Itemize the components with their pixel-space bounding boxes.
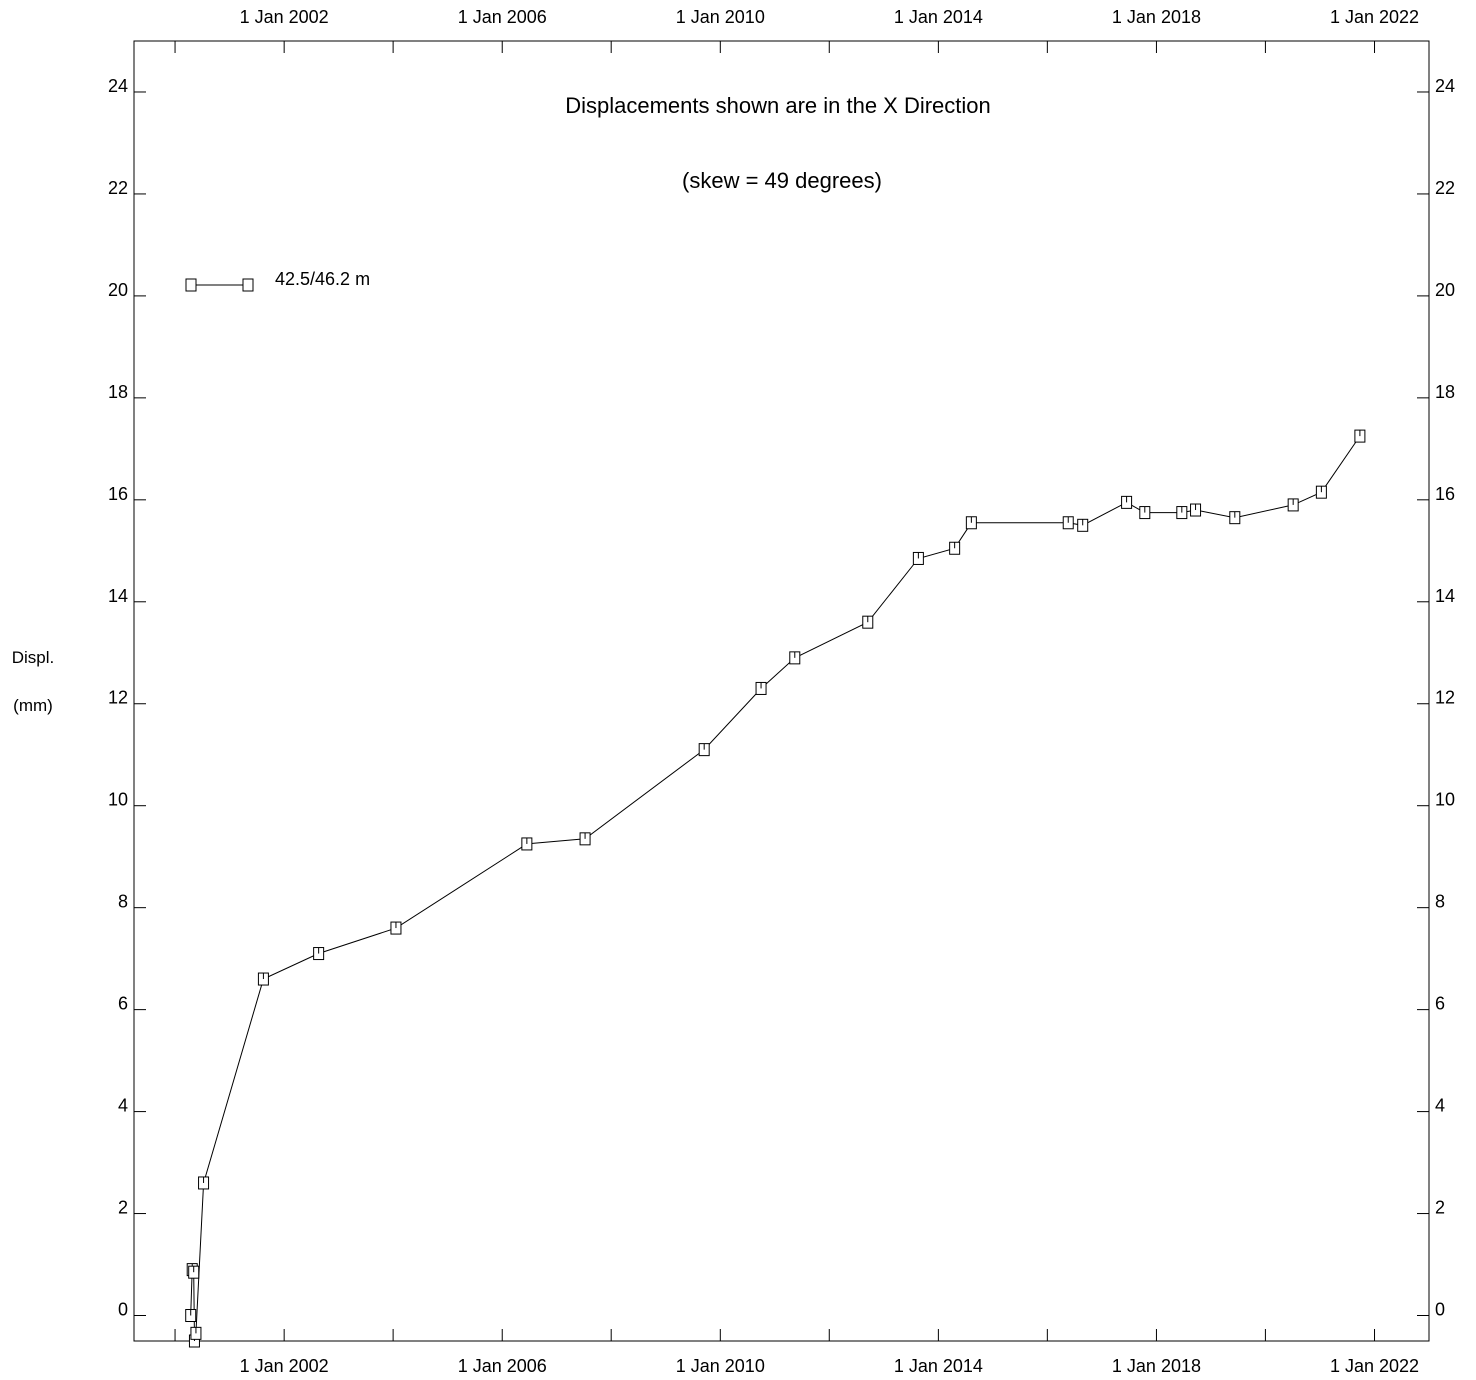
y-tick-label-left-6: 12 (108, 688, 128, 708)
y-tick-label-right-3: 6 (1435, 994, 1445, 1014)
y-tick-label-left-1: 2 (118, 1198, 128, 1218)
y-tick-label-left-11: 22 (108, 178, 128, 198)
y-axis-label-line1: Displ. (12, 648, 55, 667)
y-axis-label-line2: (mm) (13, 696, 53, 715)
y-tick-label-right-5: 10 (1435, 790, 1455, 810)
x-tick-label-bottom-2: 1 Jan 2010 (676, 1356, 765, 1376)
y-tick-label-right-0: 0 (1435, 1300, 1445, 1320)
x-tick-label-top-5: 1 Jan 2022 (1330, 7, 1419, 27)
x-tick-label-top-1: 1 Jan 2006 (458, 7, 547, 27)
legend-marker-left (185, 278, 197, 292)
legend-label: 42.5/46.2 m (275, 269, 370, 289)
y-tick-label-left-3: 6 (118, 994, 128, 1014)
axis-ticks (134, 41, 1429, 1341)
series-line (190, 435, 1361, 1342)
y-tick-label-right-9: 18 (1435, 382, 1455, 402)
y-tick-label-right-1: 2 (1435, 1198, 1445, 1218)
series-markers (185, 429, 1366, 1348)
y-tick-label-left-0: 0 (118, 1300, 128, 1320)
x-tick-label-bottom-5: 1 Jan 2022 (1330, 1356, 1419, 1376)
y-tick-label-left-10: 20 (108, 280, 128, 300)
x-tick-label-bottom-1: 1 Jan 2006 (458, 1356, 547, 1376)
x-tick-label-bottom-4: 1 Jan 2018 (1112, 1356, 1201, 1376)
plot-frame (133, 40, 1430, 1342)
x-tick-label-top-3: 1 Jan 2014 (894, 7, 983, 27)
annotation-direction: Displacements shown are in the X Directi… (565, 93, 991, 118)
legend-marker-right (242, 278, 254, 292)
y-tick-label-right-2: 4 (1435, 1096, 1445, 1116)
axis-tick-labels: 1 Jan 2002 1 Jan 2002 1 Jan 2006 1 Jan 2006… (108, 7, 1455, 1376)
y-tick-label-left-7: 14 (108, 586, 128, 606)
y-tick-label-right-11: 22 (1435, 178, 1455, 198)
y-tick-label-left-8: 16 (108, 484, 128, 504)
y-tick-label-right-8: 16 (1435, 484, 1455, 504)
y-tick-label-left-2: 4 (118, 1096, 128, 1116)
y-tick-label-left-5: 10 (108, 790, 128, 810)
y-tick-label-right-10: 20 (1435, 280, 1455, 300)
legend: 42.5/46.2 m (185, 269, 370, 292)
annotation-skew: (skew = 49 degrees) (682, 168, 882, 193)
y-tick-label-right-4: 8 (1435, 892, 1445, 912)
y-tick-label-left-12: 24 (108, 76, 128, 96)
x-tick-label-bottom-0: 1 Jan 2002 (240, 1356, 329, 1376)
y-tick-label-left-4: 8 (118, 892, 128, 912)
y-tick-label-right-12: 24 (1435, 76, 1455, 96)
y-tick-label-right-6: 12 (1435, 688, 1455, 708)
x-tick-label-top-2: 1 Jan 2010 (676, 7, 765, 27)
x-tick-label-top-0: 1 Jan 2002 (240, 7, 329, 27)
y-tick-label-left-9: 18 (108, 382, 128, 402)
y-tick-label-right-7: 14 (1435, 586, 1455, 606)
x-tick-label-bottom-3: 1 Jan 2014 (894, 1356, 983, 1376)
x-tick-label-top-4: 1 Jan 2018 (1112, 7, 1201, 27)
